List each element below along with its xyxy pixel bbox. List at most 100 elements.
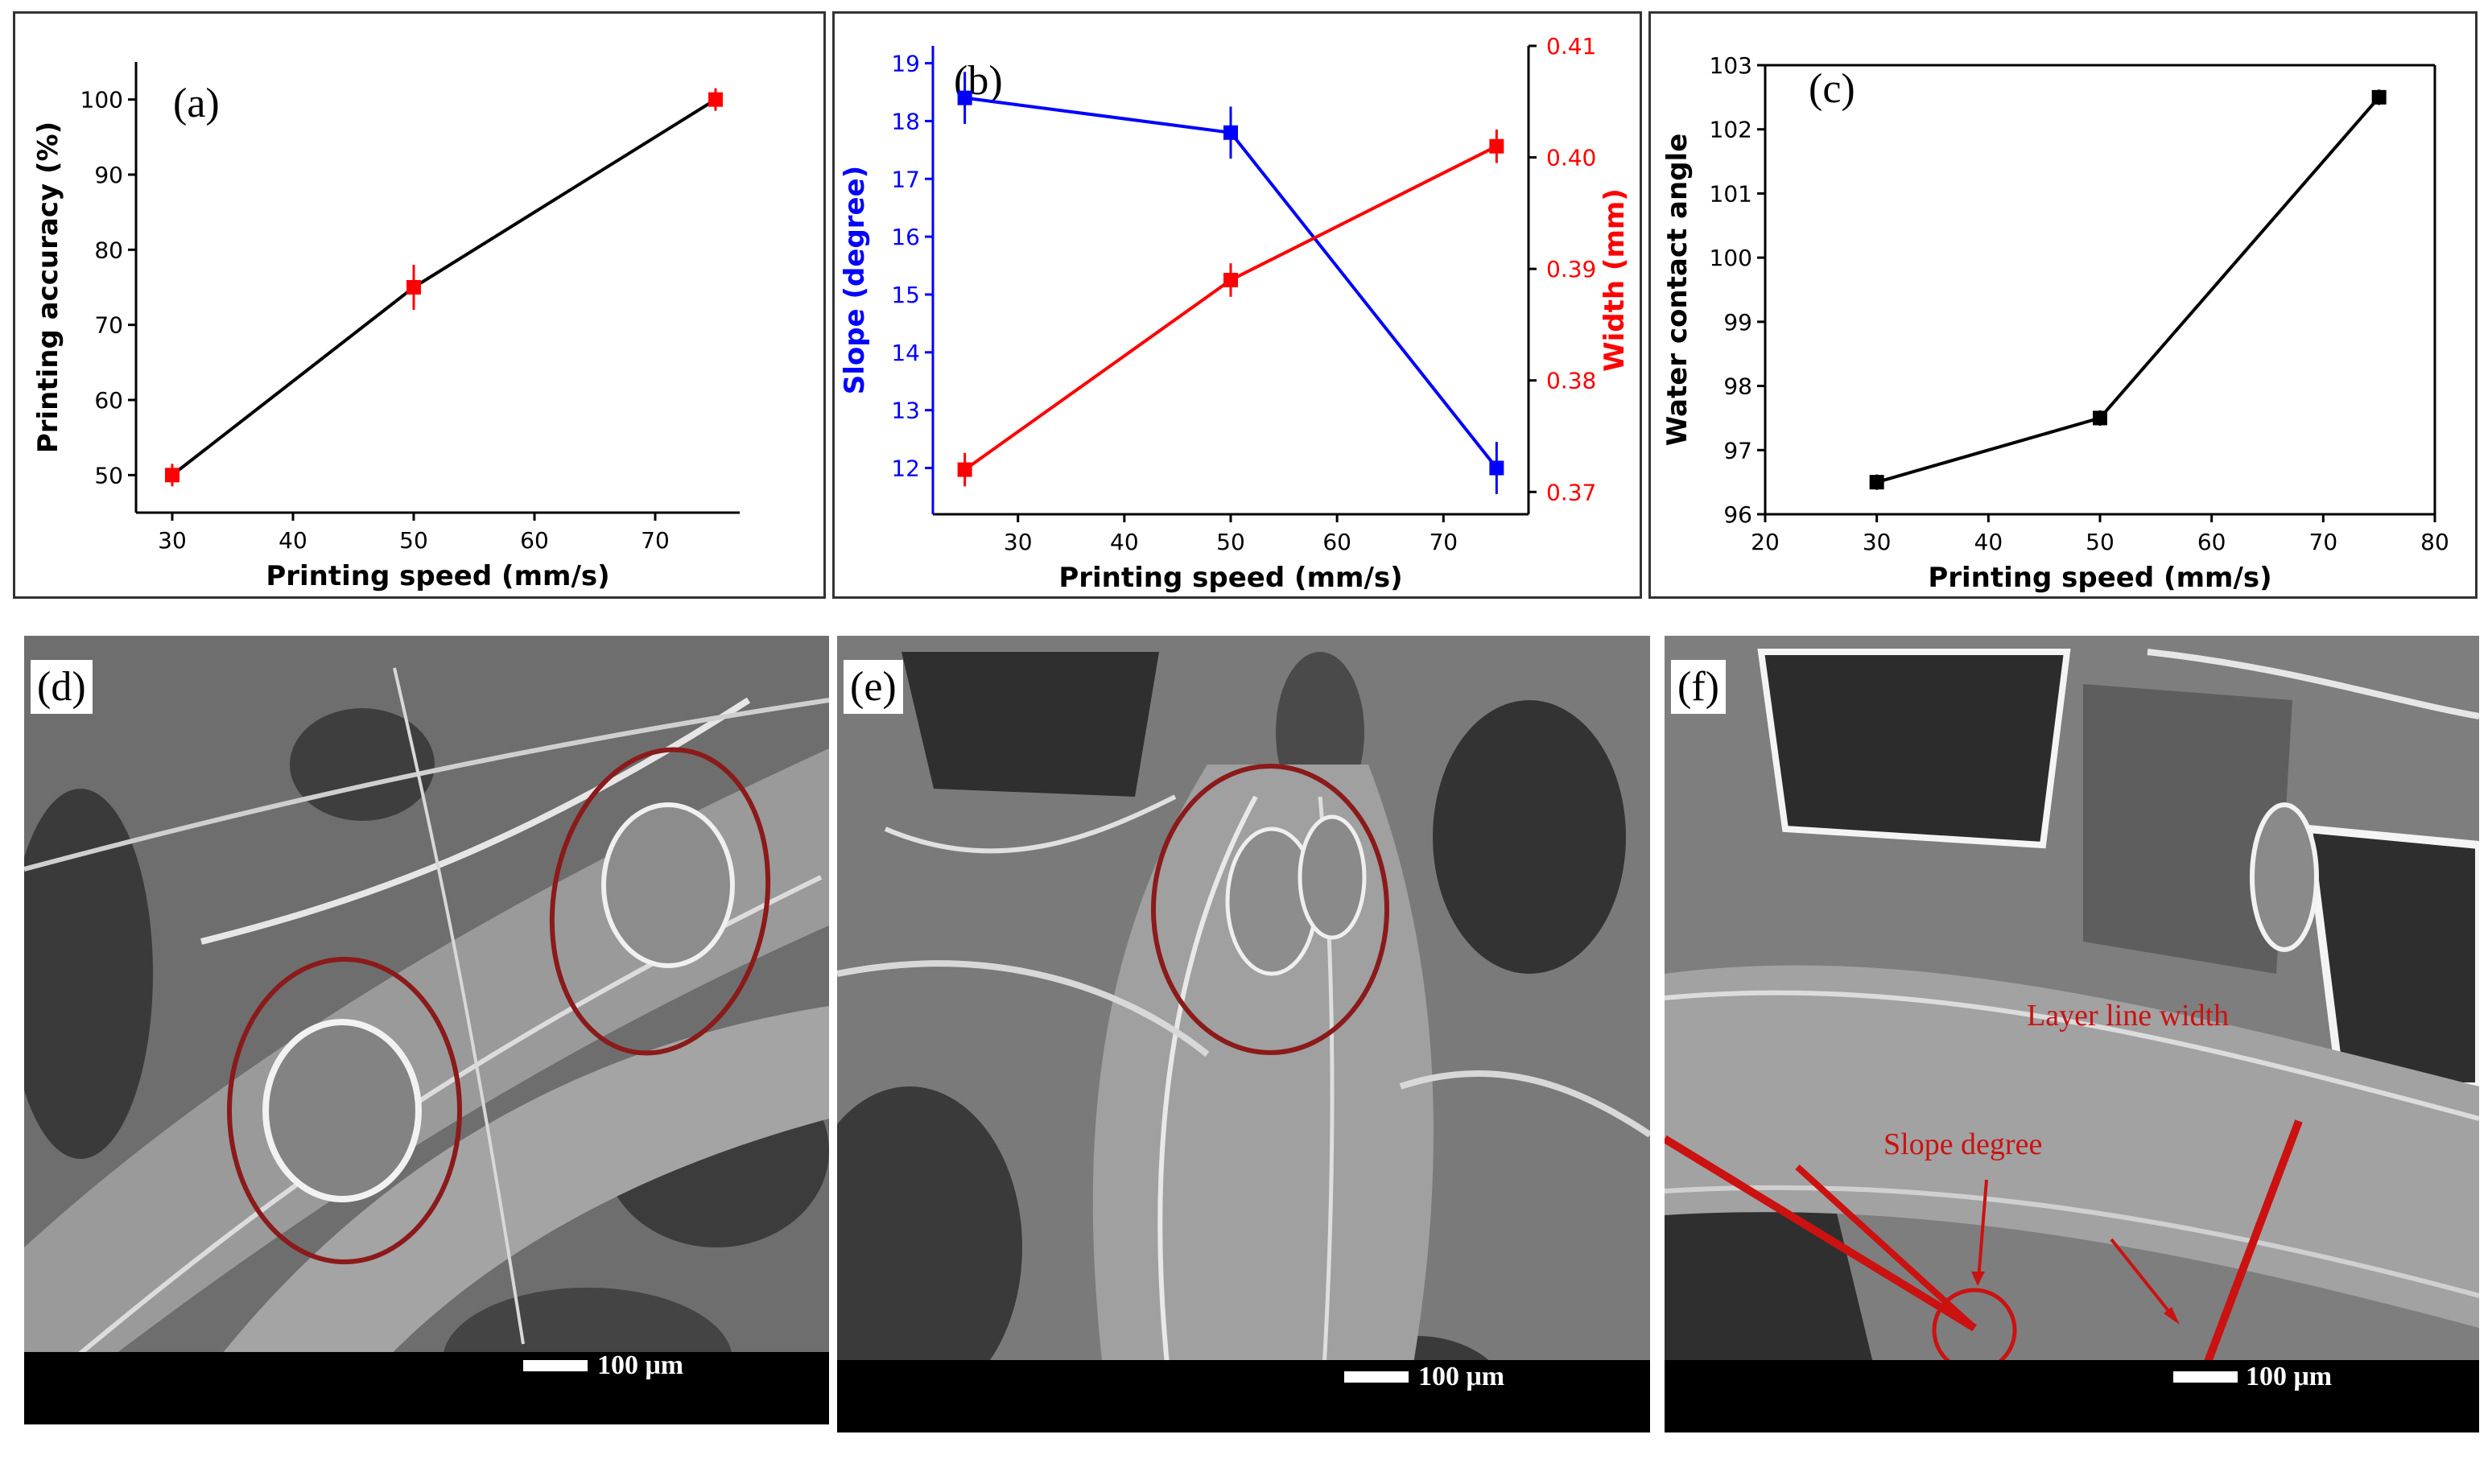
x-tick-label: 50: [399, 527, 428, 554]
chart-panel-c: 20 30 40 50 60 70 80 96 97 98 99 100 101 102 103 Printi…: [1648, 11, 2478, 599]
x-tick-label: 60: [1322, 529, 1351, 555]
data-point: [957, 90, 972, 105]
scale-label: 100 μm: [597, 1350, 684, 1380]
y-tick-label: 14: [891, 340, 920, 366]
x-tick-label: 60: [2197, 529, 2226, 555]
annotation-arrow: [2110, 1238, 2177, 1321]
chart-a-svg: 30 40 50 60 70 50 60 70 80 90 100 Printing speed (m…: [32, 62, 740, 592]
series-line: [171, 97, 717, 476]
x-tick-label: 30: [1004, 529, 1033, 555]
y-tick-label: 90: [94, 162, 123, 188]
data-point: [957, 462, 972, 477]
y-tick-label: 100: [80, 87, 123, 113]
x-axis-label: Printing speed (mm/s): [1928, 562, 2271, 594]
highlight-circle: [549, 747, 771, 1056]
x-axis-label: Printing speed (mm/s): [1058, 562, 1402, 594]
panel-label-d: (d): [31, 660, 93, 714]
x-tick-label: 40: [1974, 529, 2003, 555]
panel-label-f: (f): [1671, 660, 1726, 714]
x-tick-label: 30: [1863, 529, 1892, 555]
y-tick-label: 12: [891, 456, 920, 482]
y-tick-label: 97: [1723, 437, 1752, 464]
scale-bar: 100 μm: [24, 1350, 829, 1424]
x-tick-label: 70: [1429, 529, 1458, 555]
sem-image-e: (e) 100 μm: [837, 636, 1650, 1432]
data-point: [165, 468, 179, 483]
y-tick-label: 99: [1723, 309, 1752, 336]
panel-label-e: (e): [844, 660, 903, 714]
slope-line: [1665, 1135, 1977, 1332]
x-tick-label: 50: [1216, 529, 1245, 555]
series-line: [963, 144, 1498, 472]
y-tick-label: 101: [1710, 180, 1752, 207]
chart-b-svg: 30 40 50 60 70 12 13 14 15 16 17 18 19 0.37 0.38 0.39 0.…: [839, 33, 1631, 594]
chart-panel-a: 30 40 50 60 70 50 60 70 80 90 100 Printing speed (m…: [13, 11, 826, 599]
x-axis-label: Printing speed (mm/s): [266, 560, 609, 592]
x-tick-label: 20: [1751, 529, 1780, 555]
scale-bar: 100 μm: [837, 1360, 1650, 1432]
x-tick-label: 80: [2420, 529, 2449, 555]
x-tick-label: 40: [1110, 529, 1139, 555]
x-tick-label: 70: [2309, 529, 2338, 555]
y-right-tick-label: 0.38: [1546, 368, 1596, 394]
y-tick-label: 96: [1723, 501, 1752, 528]
y-tick-label: 16: [891, 224, 920, 250]
y-tick-label: 80: [94, 237, 123, 263]
y-axis-label: Printing accuracy (%): [32, 122, 64, 453]
sem-texture-e: [837, 636, 1650, 1432]
highlight-circle: [1151, 764, 1389, 1055]
y-tick-label: 70: [94, 312, 123, 339]
annotation-slope-degree: Slope degree: [1883, 1127, 2043, 1161]
highlight-circle: [227, 957, 462, 1264]
sem-image-f: (f) Layer line width Slope degree 100 μm: [1665, 636, 2479, 1432]
x-tick-label: 40: [278, 527, 307, 554]
sem-texture-d: [24, 636, 829, 1424]
x-tick-label: 60: [520, 527, 549, 554]
scale-line: [2173, 1371, 2238, 1383]
data-point: [406, 280, 421, 295]
annotation-layer-line-width: Layer line width: [2027, 999, 2230, 1033]
scale-label: 100 μm: [2246, 1362, 2333, 1391]
y-tick-label: 98: [1723, 373, 1752, 400]
y-tick-label: 102: [1710, 117, 1752, 143]
panel-label: (a): [173, 80, 220, 126]
scale-label: 100 μm: [1418, 1362, 1505, 1391]
panel-label: (c): [1809, 66, 1855, 112]
y-tick-label: 17: [891, 166, 920, 192]
scale-line: [1344, 1371, 1409, 1383]
data-point: [1489, 460, 1504, 476]
y-tick-label: 19: [891, 51, 920, 77]
data-point: [2371, 89, 2387, 105]
chart-panel-b: 30 40 50 60 70 12 13 14 15 16 17 18 19 0.37 0.38 0.39 0.…: [832, 11, 1642, 599]
y-right-tick-label: 0.40: [1546, 145, 1596, 171]
chart-c-svg: 20 30 40 50 60 70 80 96 97 98 99 100 101 102 103 Printi…: [1661, 52, 2449, 594]
width-line: [2188, 1119, 2303, 1406]
data-point: [1223, 125, 1238, 140]
y-axis-label: Water contact angle: [1661, 134, 1694, 447]
y-tick-label: 50: [94, 462, 123, 488]
x-tick-label: 30: [158, 527, 187, 554]
y-axis-label: Slope (degree): [839, 166, 871, 394]
data-point: [1223, 273, 1238, 287]
sem-image-d: (d) 100 μm: [24, 636, 829, 1424]
data-point: [708, 92, 723, 107]
sem-texture-f: [1665, 636, 2479, 1432]
annotation-arrow: [1977, 1179, 1988, 1280]
y-tick-label: 103: [1710, 52, 1752, 79]
y-right-tick-label: 0.37: [1546, 479, 1596, 505]
y-tick-label: 60: [94, 387, 123, 414]
series-line: [1876, 96, 2381, 484]
y-right-tick-label: 0.41: [1546, 33, 1596, 60]
y-tick-label: 100: [1710, 245, 1752, 271]
y-tick-label: 15: [891, 282, 920, 308]
data-point: [1489, 138, 1504, 154]
x-tick-label: 50: [2086, 529, 2114, 555]
data-point: [1869, 475, 1884, 490]
y-right-tick-label: 0.39: [1546, 256, 1596, 282]
y-axis-right-label: Width (mm): [1599, 188, 1631, 372]
y-tick-label: 18: [891, 108, 920, 134]
scale-bar: 100 μm: [1665, 1360, 2479, 1432]
scale-line: [523, 1360, 588, 1371]
x-tick-label: 70: [641, 527, 670, 554]
y-tick-label: 13: [891, 398, 920, 424]
